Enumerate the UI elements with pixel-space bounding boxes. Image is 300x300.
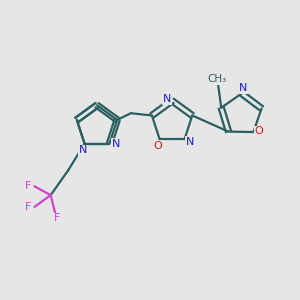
Text: CH₃: CH₃ — [207, 74, 226, 84]
Text: N: N — [163, 94, 171, 104]
Text: N: N — [112, 139, 120, 148]
Text: N: N — [79, 145, 87, 155]
Text: N: N — [186, 136, 194, 146]
Text: N: N — [239, 83, 247, 94]
Text: O: O — [254, 126, 263, 136]
Text: F: F — [25, 181, 31, 191]
Text: F: F — [25, 202, 31, 212]
Text: O: O — [154, 141, 163, 151]
Text: F: F — [53, 213, 60, 223]
